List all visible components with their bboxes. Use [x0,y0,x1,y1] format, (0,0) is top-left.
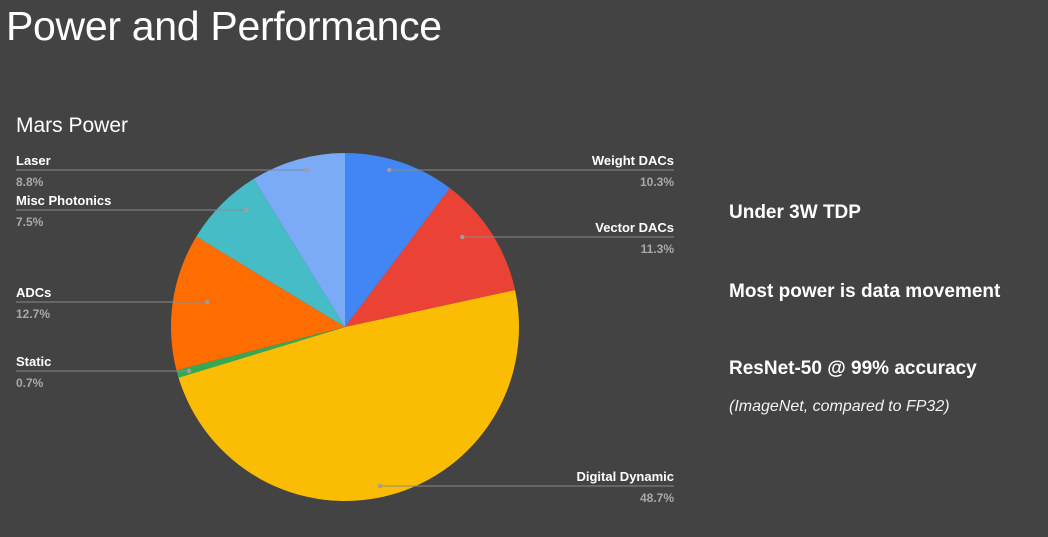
slide-title: Power and Performance [6,3,442,49]
slice-value-laser: 8.8% [16,175,44,189]
slice-value-misc-photonics: 7.5% [16,215,44,229]
slice-label-static: Static [16,354,51,369]
pie-slice-laser [253,153,345,327]
pie-slice-digital-dynamic [178,290,520,502]
leader-dot-weight-dacs [387,167,392,173]
pie-slice-weight-dacs [345,153,450,327]
slice-label-misc-photonics: Misc Photonics [16,193,111,208]
leader-dot-static [186,368,192,374]
leader-dot-adcs [205,299,210,305]
leader-dot-laser [304,167,310,173]
pie-slices [171,153,520,502]
slice-value-weight-dacs: 10.3% [640,175,674,189]
slice-label-laser: Laser [16,153,51,168]
bullet-note: (ImageNet, compared to FP32) [729,398,950,415]
slice-label-vector-dacs: Vector DACs [595,220,674,235]
slice-value-digital-dynamic: 48.7% [640,491,674,505]
leader-dot-digital-dynamic [377,483,383,489]
slice-label-weight-dacs: Weight DACs [592,153,674,168]
slice-value-static: 0.7% [16,376,44,390]
pie-slice-adcs [171,236,345,371]
slice-value-vector-dacs: 11.3% [641,242,675,256]
chart-title: Mars Power [16,114,128,137]
slice-label-adcs: ADCs [16,285,51,300]
bullet-tdp: Under 3W TDP [729,202,861,223]
pie-slice-static [176,327,345,378]
pie-slice-misc-photonics [196,178,345,327]
bullet-data-movement: Most power is data movement [729,281,1001,302]
slice-value-adcs: 12.7% [16,307,50,321]
slice-labels: Weight DACs 10.3% Vector DACs 11.3% Digital … [16,153,674,505]
bullet-resnet: ResNet-50 @ 99% accuracy [729,358,977,379]
leader-dot-vector-dacs [460,234,465,240]
pie-slice-vector-dacs [345,188,516,327]
leader-dot-misc-photonics [244,207,249,213]
slice-label-digital-dynamic: Digital Dynamic [576,469,674,484]
